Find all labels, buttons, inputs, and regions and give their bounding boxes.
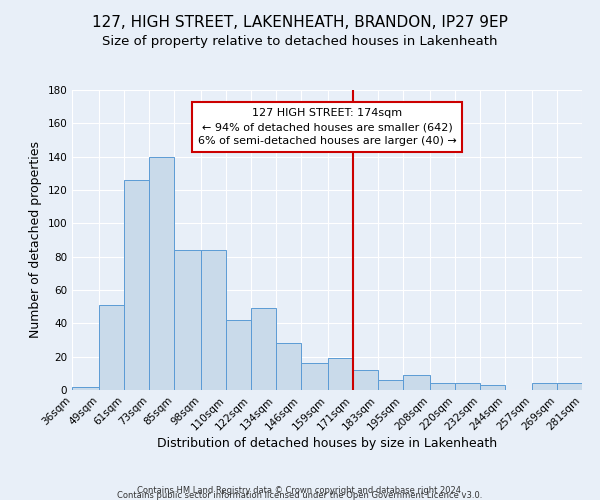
Bar xyxy=(301,364,328,390)
Bar xyxy=(378,380,403,390)
Bar xyxy=(455,384,480,390)
Bar xyxy=(532,384,557,390)
Bar xyxy=(328,358,353,390)
Bar xyxy=(149,156,174,390)
Bar xyxy=(124,180,149,390)
Bar xyxy=(72,386,99,390)
Text: Contains public sector information licensed under the Open Government Licence v3: Contains public sector information licen… xyxy=(118,490,482,500)
Bar xyxy=(174,250,201,390)
Bar xyxy=(353,370,378,390)
Bar xyxy=(99,305,124,390)
Text: 127, HIGH STREET, LAKENHEATH, BRANDON, IP27 9EP: 127, HIGH STREET, LAKENHEATH, BRANDON, I… xyxy=(92,15,508,30)
Text: Contains HM Land Registry data © Crown copyright and database right 2024.: Contains HM Land Registry data © Crown c… xyxy=(137,486,463,495)
Bar xyxy=(201,250,226,390)
Bar xyxy=(226,320,251,390)
Bar xyxy=(403,375,430,390)
Bar xyxy=(251,308,276,390)
Text: 127 HIGH STREET: 174sqm
← 94% of detached houses are smaller (642)
6% of semi-de: 127 HIGH STREET: 174sqm ← 94% of detache… xyxy=(197,108,457,146)
Bar xyxy=(276,344,301,390)
X-axis label: Distribution of detached houses by size in Lakenheath: Distribution of detached houses by size … xyxy=(157,438,497,450)
Bar xyxy=(557,384,582,390)
Y-axis label: Number of detached properties: Number of detached properties xyxy=(29,142,42,338)
Bar xyxy=(480,385,505,390)
Text: Size of property relative to detached houses in Lakenheath: Size of property relative to detached ho… xyxy=(102,35,498,48)
Bar xyxy=(430,384,455,390)
